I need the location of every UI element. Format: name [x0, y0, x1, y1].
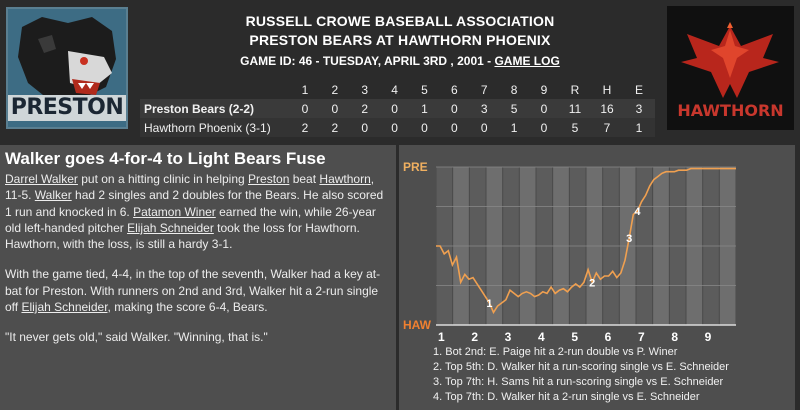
legend-item: 4. Top 7th: D. Walker hit a 2-run single…: [433, 391, 700, 403]
inning-runs: 0: [529, 99, 559, 118]
event-marker-label: 3: [626, 233, 632, 245]
story-link[interactable]: Patamon Winer: [133, 204, 216, 219]
inning-runs: 0: [379, 118, 410, 137]
away-team-logo: HAWTHORN: [667, 6, 794, 130]
inning-runs: 0: [409, 118, 440, 137]
story-link[interactable]: Elijah Schneider: [21, 300, 108, 315]
story-text: , making the score 6-4, Bears.: [107, 300, 268, 315]
totals-header: H: [602, 82, 612, 97]
game-id-date: GAME ID: 46 - TUESDAY, APRIL 3RD , 2001 …: [240, 54, 495, 68]
win-probability-chart: PRE HAW 1 2 3 4 5 6 7 8 9 1 2 3 4: [403, 160, 736, 344]
inning-header: 2: [331, 82, 339, 97]
team-name[interactable]: Preston Bears (2-2): [140, 99, 290, 118]
phoenix-icon: [667, 6, 794, 130]
inning-header: 3: [361, 82, 369, 97]
win-probability-line: [436, 167, 736, 315]
team-total: 1: [623, 118, 655, 137]
matchup-title: PRESTON BEARS AT HAWTHORN PHOENIX: [249, 32, 551, 48]
away-logo-text: HAWTHORN: [677, 101, 784, 120]
inning-runs: 5: [499, 99, 529, 118]
team-name[interactable]: Hawthorn Phoenix (3-1): [140, 118, 290, 137]
inning-runs: 0: [469, 118, 500, 137]
event-marker-label: 1: [486, 298, 492, 310]
inning-runs: 0: [319, 99, 350, 118]
key-events-legend: 1. Bot 2nd: E. Paige hit a 2-run double …: [433, 345, 729, 405]
inning-header: 4: [391, 82, 398, 97]
inning-tick-label: 6: [605, 330, 612, 344]
inning-header: 9: [540, 82, 548, 97]
box-score-header: 1 2 3 4 5 6 7 8 9 R H E: [140, 80, 655, 99]
inning-tick-label: 1: [438, 330, 445, 344]
game-header: RUSSELL CROWE BASEBALL ASSOCIATION PREST…: [140, 12, 660, 70]
box-score-row: Hawthorn Phoenix (3-1) 2 2 0 0 0 0 0 1 0 5 7 1: [140, 118, 655, 137]
inning-tick-label: 4: [538, 330, 545, 344]
legend-item: 1. Bot 2nd: E. Paige hit a 2-run double …: [433, 346, 678, 358]
story-text: , 11-5.: [5, 172, 375, 203]
story-link[interactable]: Preston: [248, 172, 290, 186]
inning-runs: 0: [349, 118, 380, 137]
game-story: Walker goes 4-for-4 to Light Bears Fuse …: [0, 145, 396, 410]
story-text: "It never gets old," said Walker. "Winni…: [5, 330, 268, 345]
inning-tick-label: 2: [471, 330, 478, 344]
story-text: put on a hitting clinic in helping: [77, 172, 249, 186]
home-logo-text: PRESTON: [8, 95, 126, 121]
inning-header: 1: [301, 82, 309, 97]
team-total: 16: [591, 99, 623, 118]
inning-runs: 2: [290, 118, 320, 137]
bottom-team-label: HAW: [403, 318, 432, 332]
story-link[interactable]: Darrel Walker: [5, 172, 78, 186]
game-log-link[interactable]: GAME LOG: [494, 54, 560, 68]
story-text: beat: [289, 172, 320, 186]
inning-runs: 0: [290, 99, 320, 118]
event-marker-label: 4: [634, 206, 641, 218]
totals-header: E: [634, 82, 643, 97]
home-team-logo: PRESTON: [6, 7, 128, 129]
story-text: had 2 singles and 2 doubles for the Bear…: [5, 188, 384, 219]
inning-tick-label: 3: [505, 330, 512, 344]
team-total: 5: [559, 118, 591, 137]
story-link[interactable]: Hawthorn: [319, 172, 371, 186]
inning-runs: 2: [319, 118, 350, 137]
legend-item: 3. Top 7th: H. Sams hit a run-scoring si…: [433, 376, 724, 388]
inning-runs: 0: [379, 99, 410, 118]
inning-runs: 1: [499, 118, 529, 137]
inning-header: 5: [421, 82, 428, 97]
story-paragraph-2: With the game tied, 4-4, in the top of t…: [5, 266, 391, 315]
game-info: GAME ID: 46 - TUESDAY, APRIL 3RD , 2001 …: [140, 52, 660, 70]
inning-tick-label: 9: [705, 330, 712, 344]
inning-runs: 0: [439, 118, 470, 137]
story-text: With the game tied, 4-4, in the top of t…: [5, 267, 381, 315]
inning-header: 6: [450, 82, 458, 97]
story-paragraph-1: Darrel Walker put on a hitting clinic in…: [5, 171, 391, 252]
story-link[interactable]: Elijah Schneider: [127, 220, 214, 235]
story-text: earned the win, while 26-year old left-h…: [5, 204, 376, 235]
team-total: 7: [591, 118, 623, 137]
team-total: 11: [559, 99, 591, 118]
inning-tick-label: 7: [638, 330, 645, 344]
box-score-table: 1 2 3 4 5 6 7 8 9 R H E Preston Bears (2-2) 0 0 2 0 1 0 3 5 0…: [140, 80, 655, 137]
inning-runs: 3: [469, 99, 500, 118]
story-paragraph-3: "It never gets old," said Walker. "Winni…: [5, 329, 391, 345]
inning-runs: 0: [529, 118, 559, 137]
inning-header: 8: [510, 82, 518, 97]
story-link[interactable]: Walker: [34, 188, 72, 203]
inning-header: 7: [480, 82, 488, 97]
box-score-row: Preston Bears (2-2) 0 0 2 0 1 0 3 5 0 11 16 3: [140, 99, 655, 118]
totals-header: R: [570, 82, 580, 97]
inning-runs: 1: [409, 99, 440, 118]
event-marker-label: 2: [589, 277, 595, 289]
story-headline: Walker goes 4-for-4 to Light Bears Fuse: [5, 149, 326, 168]
bear-icon: [8, 9, 126, 127]
association-title: RUSSELL CROWE BASEBALL ASSOCIATION: [245, 13, 555, 29]
team-total: 3: [623, 99, 655, 118]
inning-tick-label: 5: [571, 330, 578, 344]
story-text: took the loss for Hawthorn. Hawthorn, wi…: [5, 220, 360, 252]
legend-item: 2. Top 5th: D. Walker hit a run-scoring …: [433, 361, 729, 373]
top-team-label: PRE: [403, 160, 428, 174]
win-probability-panel: PRE HAW 1 2 3 4 5 6 7 8 9 1 2 3 4 1. Bot 2nd: E. Paige…: [399, 145, 795, 410]
inning-tick-label: 8: [671, 330, 678, 344]
inning-runs: 2: [349, 99, 380, 118]
inning-runs: 0: [439, 99, 470, 118]
